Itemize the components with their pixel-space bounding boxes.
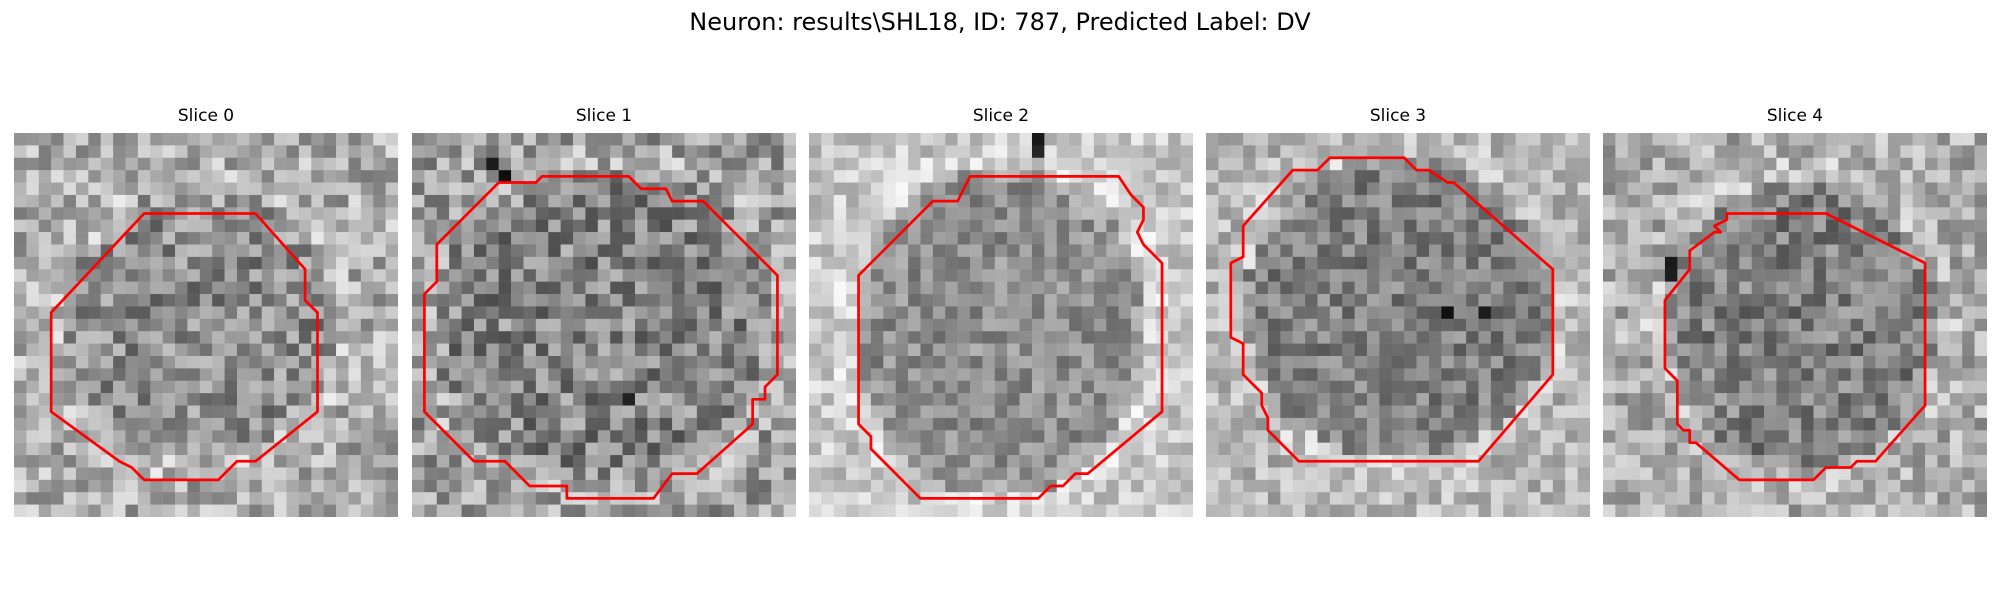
slice-panel-title: Slice 3	[1369, 106, 1427, 126]
slice-image	[1603, 133, 1987, 517]
pixel-grid	[412, 133, 796, 517]
pixel-grid	[809, 133, 1193, 517]
pixel-grid	[14, 133, 398, 517]
slice-image	[412, 133, 796, 517]
slice-image	[809, 133, 1193, 517]
figure-title: Neuron: results\SHL18, ID: 787, Predicte…	[689, 8, 1311, 36]
slice-panel-title: Slice 2	[972, 106, 1030, 126]
slice-image	[1206, 133, 1590, 517]
cell-contour	[423, 174, 779, 500]
cell-contour	[1663, 212, 1927, 482]
cell-contour	[49, 212, 319, 482]
slice-panel-3: Slice 3	[1206, 106, 1590, 517]
cell-contour	[1229, 156, 1555, 463]
pixel-grid	[1206, 133, 1590, 517]
slice-panel-title: Slice 1	[575, 106, 633, 126]
slice-image	[14, 133, 398, 517]
slice-panel-2: Slice 2	[809, 106, 1193, 517]
slice-panel-title: Slice 0	[177, 106, 235, 126]
slice-panel-title: Slice 4	[1766, 106, 1824, 126]
cell-contour	[857, 174, 1164, 500]
slice-panel-0: Slice 0	[14, 106, 398, 517]
pixel-grid	[1603, 133, 1987, 517]
slice-panel-1: Slice 1	[412, 106, 796, 517]
slice-panel-4: Slice 4	[1603, 106, 1987, 517]
